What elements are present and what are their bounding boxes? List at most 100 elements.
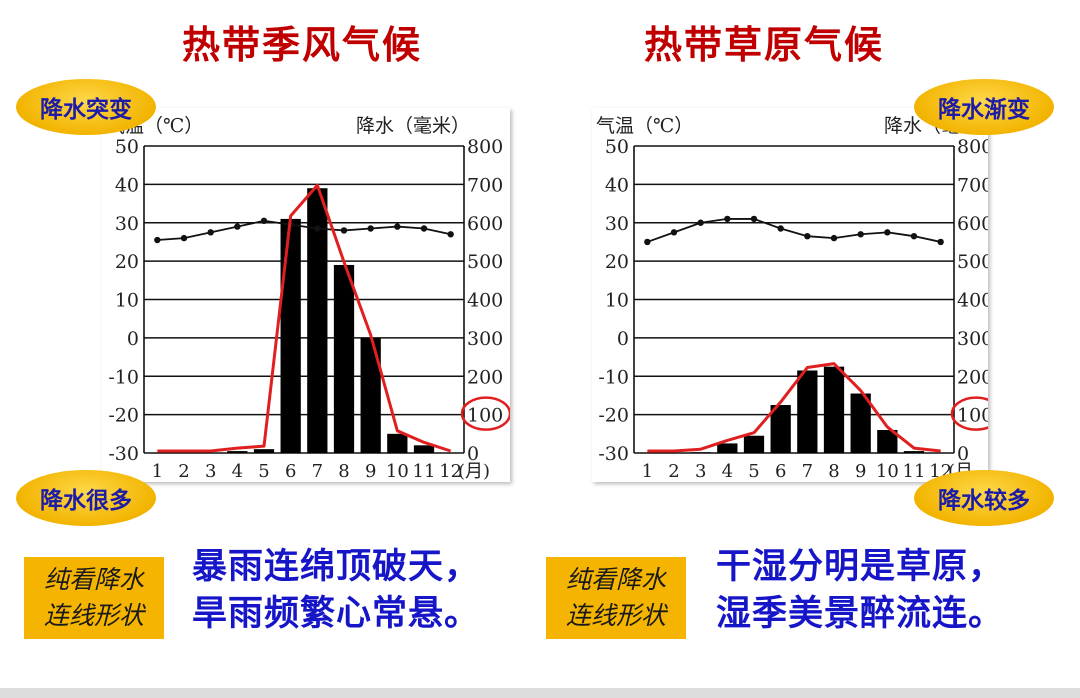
y-left-tick-label: 40 xyxy=(115,174,139,196)
temperature-point xyxy=(910,232,918,240)
x-tick-label: 12 xyxy=(439,461,462,482)
y-right-axis-label: 降水（毫米） xyxy=(356,115,470,137)
x-tick-label: 10 xyxy=(386,461,409,482)
x-tick-label: 1 xyxy=(642,461,653,482)
right-tag-line-2: 连线形状 xyxy=(565,601,666,630)
y-left-tick-label: -20 xyxy=(108,405,139,427)
y-right-tick-label: 100 xyxy=(467,405,503,427)
x-tick-label: 9 xyxy=(365,461,376,482)
y-left-tick-label: 10 xyxy=(605,290,629,312)
temperature-point xyxy=(420,225,428,232)
temperature-point xyxy=(234,223,241,230)
temperature-point xyxy=(394,223,401,230)
temperature-line xyxy=(647,218,941,243)
y-left-axis-label: 气温（℃） xyxy=(596,115,693,137)
y-left-tick-label: -30 xyxy=(598,443,629,465)
precipitation-bar xyxy=(307,188,328,453)
oval-right-top: 降水渐变 xyxy=(914,79,1054,135)
left-poem: 暴雨连绵顶破天， 旱雨频繁心常悬。 xyxy=(192,544,480,638)
y-right-tick-label: 200 xyxy=(467,366,503,388)
y-left-tick-label: 30 xyxy=(115,213,139,235)
temperature-point xyxy=(670,229,678,236)
x-tick-label: 4 xyxy=(722,461,733,482)
highlight-circle xyxy=(460,396,510,431)
right-poem-line-1: 干湿分明是草原， xyxy=(716,547,1005,587)
y-right-tick-label: 500 xyxy=(957,251,988,273)
x-tick-label: 6 xyxy=(775,461,786,482)
left-tag-line-1: 纯看降水 xyxy=(43,565,144,594)
temperature-point xyxy=(260,217,268,225)
precipitation-outline xyxy=(647,362,941,453)
temperature-point xyxy=(207,229,214,236)
precipitation-bar xyxy=(253,449,275,453)
x-tick-label: 2 xyxy=(668,461,679,482)
precipitation-bar xyxy=(333,264,355,453)
x-unit-label: (月) xyxy=(458,461,490,482)
precipitation-bar xyxy=(717,443,738,453)
x-tick-label: 3 xyxy=(205,461,216,482)
y-right-tick-label: 300 xyxy=(467,328,503,350)
x-tick-label: 8 xyxy=(828,461,839,482)
highlight-circle xyxy=(950,396,988,431)
bottom-divider xyxy=(0,688,1080,698)
precipitation-bar xyxy=(387,433,408,453)
precipitation-outline xyxy=(157,183,452,453)
x-tick-label: 1 xyxy=(152,461,163,482)
y-right-tick-label: 400 xyxy=(467,290,503,312)
y-right-tick-label: 800 xyxy=(467,136,503,158)
y-left-tick-label: 40 xyxy=(605,174,629,196)
temperature-point xyxy=(340,227,348,234)
precipitation-bar xyxy=(770,405,791,453)
left-tag-line-2: 连线形状 xyxy=(43,601,144,630)
x-tick-label: 3 xyxy=(695,461,706,482)
left-tag: 纯看降水 连线形状 xyxy=(24,557,164,639)
y-left-tick-label: -20 xyxy=(598,405,629,427)
y-left-tick-label: 0 xyxy=(127,328,139,350)
right-chart: 气温（℃） 降水（毫 50 800 40 700 30 600 20 500 10 400 0 300 -1… xyxy=(592,108,988,482)
right-poem: 干湿分明是草原， 湿季美景醉流连。 xyxy=(716,544,1004,638)
precipitation-bar xyxy=(360,337,381,453)
temperature-point xyxy=(724,215,731,223)
x-tick-label: 4 xyxy=(232,461,243,482)
x-tick-label: 5 xyxy=(258,461,269,482)
y-left-tick-label: 50 xyxy=(605,136,629,158)
left-poem-line-2: 旱雨频繁心常悬。 xyxy=(192,594,481,634)
y-left-tick-label: -10 xyxy=(598,366,629,388)
x-tick-label: 11 xyxy=(413,461,436,482)
y-right-tick-label: 300 xyxy=(957,328,988,350)
precipitation-bar xyxy=(903,451,925,453)
temperature-point xyxy=(180,234,188,242)
temperature-point xyxy=(447,231,454,238)
precipitation-bar xyxy=(823,366,845,453)
y-left-tick-label: 50 xyxy=(115,136,139,158)
y-left-tick-label: 20 xyxy=(605,251,629,273)
right-tag: 纯看降水 连线形状 xyxy=(546,557,686,639)
y-right-tick-label: 600 xyxy=(957,213,988,235)
x-tick-label: 8 xyxy=(338,461,349,482)
y-left-tick-label: -30 xyxy=(108,443,139,465)
y-right-tick-label: 0 xyxy=(957,443,969,465)
x-tick-label: 7 xyxy=(802,461,813,482)
y-right-tick-label: 700 xyxy=(957,174,988,196)
x-tick-label: 5 xyxy=(748,461,759,482)
precipitation-bar xyxy=(850,393,871,453)
precipitation-bar xyxy=(280,218,301,453)
temperature-line xyxy=(157,219,451,241)
temperature-point xyxy=(857,231,864,238)
precipitation-bar xyxy=(797,370,818,453)
left-chart: 气温（℃） 降水（毫米） 50 800 40 700 30 600 20 500 10 400 0 300… xyxy=(102,108,510,482)
x-tick-label: 10 xyxy=(876,461,899,482)
temperature-point xyxy=(314,225,321,232)
precipitation-bar xyxy=(743,435,765,453)
y-right-tick-label: 0 xyxy=(467,443,479,465)
y-left-tick-label: 20 xyxy=(115,251,139,273)
y-left-tick-label: 0 xyxy=(617,328,629,350)
precipitation-bar xyxy=(413,445,435,453)
x-tick-label: 11 xyxy=(903,461,926,482)
left-title: 热带季风气候 xyxy=(182,23,423,67)
oval-left-bottom: 降水很多 xyxy=(16,470,156,526)
right-poem-line-2: 湿季美景醉流连。 xyxy=(716,594,1005,634)
precipitation-bar xyxy=(690,452,711,453)
